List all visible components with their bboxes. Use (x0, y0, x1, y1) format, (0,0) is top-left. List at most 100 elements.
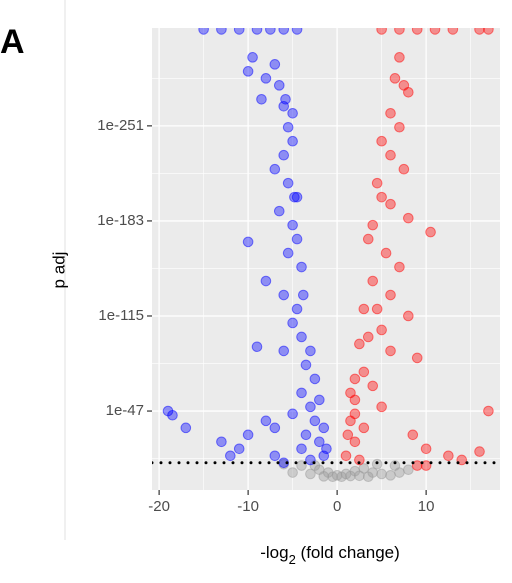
point (233, 443, 245, 455)
point (403, 464, 414, 476)
point (287, 107, 298, 119)
point (287, 135, 298, 147)
point (180, 422, 192, 434)
point (349, 408, 361, 420)
point (403, 212, 414, 224)
point (309, 373, 321, 385)
point (358, 422, 370, 434)
y-tick-label: 1e-47 (106, 402, 144, 419)
point (291, 28, 303, 35)
point (385, 470, 396, 481)
point (345, 387, 356, 399)
x-title-part: (fold change) (296, 543, 400, 562)
point (216, 28, 227, 35)
point (287, 467, 298, 478)
point (474, 446, 485, 457)
point (349, 436, 361, 448)
point (278, 289, 290, 301)
point (385, 149, 396, 161)
point (278, 345, 290, 357)
point (305, 401, 316, 413)
point (216, 436, 227, 448)
point (411, 460, 423, 471)
point (394, 121, 405, 133)
point (376, 324, 387, 336)
point (443, 450, 454, 462)
point (398, 163, 410, 175)
point (282, 121, 294, 133)
point (336, 471, 347, 483)
point (305, 345, 316, 357)
point (296, 387, 307, 399)
point (380, 247, 392, 259)
point (420, 460, 432, 471)
point (287, 219, 298, 231)
point (296, 331, 307, 343)
point (376, 135, 387, 147)
point (385, 198, 396, 210)
point (282, 177, 294, 189)
point (411, 352, 423, 364)
point (265, 28, 276, 35)
x-axis-title: -log2 (fold change) (260, 543, 400, 567)
point (300, 429, 312, 441)
point (298, 289, 309, 301)
point (233, 28, 245, 35)
point (354, 454, 365, 466)
point (403, 87, 414, 98)
point (483, 405, 494, 417)
point (291, 191, 303, 203)
point (371, 177, 383, 189)
point (362, 471, 374, 483)
point (278, 149, 290, 161)
x-tick-label: 10 (418, 498, 435, 515)
point (309, 415, 321, 427)
point (280, 93, 291, 105)
point (242, 66, 254, 77)
point (251, 341, 263, 353)
point (282, 247, 294, 259)
point (394, 52, 405, 63)
point (269, 59, 281, 70)
point (429, 28, 441, 35)
point (305, 468, 316, 480)
point (354, 338, 365, 350)
point (342, 429, 354, 441)
point (318, 471, 330, 482)
point (198, 28, 209, 35)
x-tick-label: 0 (333, 498, 341, 515)
point (371, 303, 383, 315)
point (385, 107, 396, 119)
point (403, 310, 414, 322)
point (269, 422, 281, 434)
point (314, 394, 325, 406)
y-tick-label: 1e-115 (98, 307, 144, 324)
point (291, 233, 303, 245)
x-tick-label: -10 (237, 498, 259, 515)
point (269, 163, 281, 175)
point (278, 28, 290, 35)
point (389, 73, 401, 84)
point (394, 261, 405, 273)
x-tick-label: -20 (148, 498, 170, 515)
point (247, 52, 258, 63)
panel (152, 28, 500, 490)
y-axis-title: p adj (49, 252, 68, 289)
grid (152, 28, 500, 490)
point (289, 191, 300, 203)
point (318, 422, 330, 434)
point (385, 289, 396, 301)
point (407, 429, 419, 441)
point (354, 470, 365, 482)
point (273, 80, 285, 91)
point (362, 331, 374, 343)
point (483, 28, 494, 35)
point (321, 443, 332, 455)
point (362, 233, 374, 245)
point (340, 450, 352, 462)
point (256, 93, 267, 105)
y-tick-label: 1e-183 (97, 212, 144, 229)
x-title-sub: 2 (289, 552, 296, 567)
point (367, 275, 379, 287)
